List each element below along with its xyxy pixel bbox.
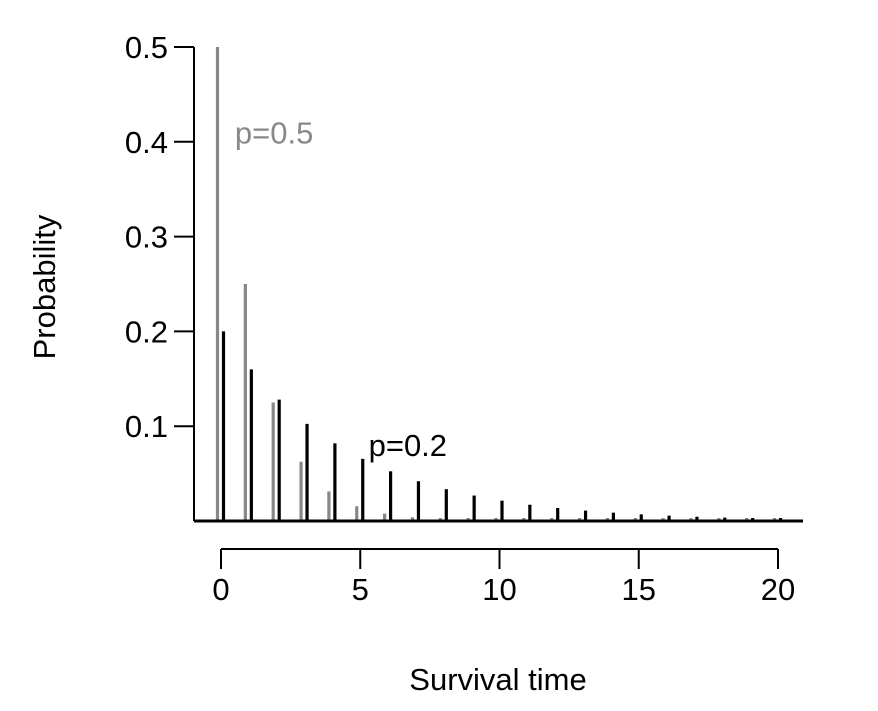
bars xyxy=(194,47,803,523)
x-tick-label: 20 xyxy=(761,572,795,607)
y-tick-label: 0.1 xyxy=(125,409,168,444)
y-tick-label: 0.5 xyxy=(125,30,168,65)
y-axis: 0.1 0.2 0.3 0.4 0.5 xyxy=(125,30,195,521)
x-tick-label: 15 xyxy=(622,572,656,607)
x-tick-label: 0 xyxy=(212,572,229,607)
series-annotation: p=0.2 xyxy=(369,428,447,463)
x-tick-label: 10 xyxy=(482,572,516,607)
y-tick-label: 0.2 xyxy=(125,314,168,349)
x-axis-title: Survival time xyxy=(409,662,586,697)
series-annotation: p=0.5 xyxy=(235,115,313,150)
y-tick-label: 0.3 xyxy=(125,220,168,255)
y-axis-title: Probability xyxy=(27,214,62,359)
x-tick-label: 5 xyxy=(352,572,369,607)
x-axis: 0 5 10 15 20 xyxy=(212,548,795,607)
y-tick-label: 0.4 xyxy=(125,125,168,160)
annotations: p=0.5 p=0.2 xyxy=(235,115,447,463)
